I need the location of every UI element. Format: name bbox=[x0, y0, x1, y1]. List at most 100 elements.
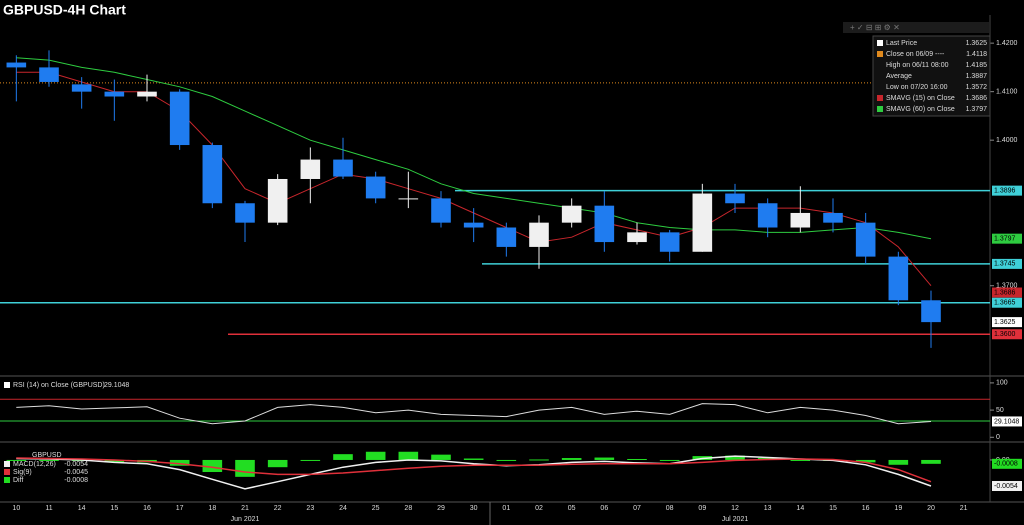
y-tick-label: 100 bbox=[996, 380, 1008, 387]
x-tick-label: 15 bbox=[829, 505, 837, 512]
diff-bar bbox=[790, 459, 811, 461]
month-label: Jul 2021 bbox=[722, 516, 749, 523]
x-tick-label: 19 bbox=[894, 505, 902, 512]
value-tag-label: 1.3600 bbox=[994, 331, 1016, 338]
candle-body bbox=[496, 227, 517, 247]
macd-line bbox=[16, 457, 932, 483]
candle-body bbox=[561, 205, 582, 223]
diff-bar bbox=[496, 459, 517, 461]
candle-body bbox=[300, 159, 321, 179]
legend-value: 1.3572 bbox=[966, 84, 988, 91]
x-tick-label: 17 bbox=[176, 505, 184, 512]
candle-body bbox=[529, 222, 549, 247]
value-tag bbox=[992, 317, 1022, 328]
candle-body bbox=[333, 159, 353, 177]
value-tag bbox=[992, 287, 1022, 298]
value-tag bbox=[992, 329, 1022, 340]
value-tag-label: 1.3686 bbox=[994, 289, 1016, 296]
x-tick-label: 20 bbox=[927, 505, 935, 512]
legend-label: MACD(12,26) bbox=[13, 461, 56, 468]
legend-value: 1.3686 bbox=[966, 95, 988, 102]
diff-bar bbox=[855, 459, 876, 463]
candle-body bbox=[921, 300, 941, 323]
x-tick-label: 13 bbox=[764, 505, 772, 512]
candle-body bbox=[790, 212, 811, 228]
value-tag-label: 29.1048 bbox=[994, 418, 1019, 425]
x-tick-label: 02 bbox=[535, 505, 543, 512]
value-tag bbox=[992, 258, 1022, 269]
x-tick-label: 08 bbox=[666, 505, 674, 512]
legend-label: Sig(9) bbox=[13, 469, 32, 476]
legend-label: Average bbox=[886, 73, 912, 80]
candle-body bbox=[757, 203, 778, 228]
toolbar: + ✓ ⊟ ⊞ ⚙ ✕ bbox=[843, 22, 989, 33]
chart-title: GBPUSD-4H Chart bbox=[3, 2, 126, 18]
legend-swatch bbox=[4, 477, 10, 483]
candle-body bbox=[398, 198, 419, 200]
legend-value: -0.0054 bbox=[64, 461, 88, 468]
candle-body bbox=[594, 205, 615, 243]
y-tick-label: 1.4200 bbox=[996, 40, 1018, 47]
legend-label: Last Price bbox=[886, 40, 917, 47]
rsi-line bbox=[16, 403, 932, 425]
value-tag bbox=[992, 416, 1022, 427]
candle-body bbox=[71, 84, 92, 92]
y-tick-label: 0 bbox=[996, 434, 1000, 441]
x-tick-label: 29 bbox=[437, 505, 445, 512]
x-tick-label: 12 bbox=[731, 505, 739, 512]
y-tick-label: 50 bbox=[996, 407, 1004, 414]
candle-body bbox=[627, 232, 647, 243]
legend-swatch bbox=[877, 95, 883, 101]
x-tick-label: 14 bbox=[796, 505, 804, 512]
x-tick-label: 16 bbox=[862, 505, 870, 512]
diff-bar bbox=[169, 459, 190, 466]
x-tick-label: 14 bbox=[78, 505, 86, 512]
x-tick-label: 21 bbox=[960, 505, 968, 512]
x-tick-label: 22 bbox=[274, 505, 282, 512]
candle-body bbox=[267, 178, 288, 223]
legend-value: 1.3625 bbox=[966, 40, 988, 47]
candle-body bbox=[725, 193, 745, 204]
x-tick-label: 23 bbox=[306, 505, 314, 512]
diff-bar bbox=[6, 459, 27, 461]
value-tag-label: 1.3896 bbox=[994, 187, 1016, 194]
month-label: Jun 2021 bbox=[231, 516, 260, 523]
legend-value: 1.4118 bbox=[966, 51, 987, 58]
candle-body bbox=[104, 91, 125, 97]
value-tag-label: 1.3625 bbox=[994, 319, 1016, 326]
legend-box bbox=[872, 35, 991, 117]
candle-body bbox=[431, 198, 451, 223]
rsi-value: 29.1048 bbox=[104, 382, 129, 389]
rsi-label: RSI (14) on Close (GBPUSD) bbox=[13, 382, 105, 389]
value-tag bbox=[992, 481, 1022, 492]
legend-value: 1.4185 bbox=[966, 62, 988, 69]
diff-bar bbox=[431, 454, 451, 460]
candle-body bbox=[855, 222, 876, 257]
legend-swatch bbox=[877, 51, 883, 57]
y-tick-label: 1.4100 bbox=[996, 89, 1018, 96]
diff-bar bbox=[300, 459, 321, 461]
x-tick-label: 01 bbox=[502, 505, 510, 512]
candle-body bbox=[659, 232, 680, 252]
x-tick-label: 05 bbox=[568, 505, 576, 512]
diff-bar bbox=[561, 458, 582, 460]
x-tick-label: 09 bbox=[698, 505, 706, 512]
rsi-swatch bbox=[4, 382, 10, 388]
diff-bar bbox=[235, 459, 255, 477]
legend: Last Price 1.3625 Close on 06/09 ---- 1.411… bbox=[872, 35, 991, 117]
diff-bar bbox=[333, 454, 353, 460]
x-tick-label: 21 bbox=[241, 505, 249, 512]
legend-label: SMAVG (15) on Close bbox=[886, 95, 955, 102]
diff-bar bbox=[365, 451, 386, 460]
x-tick-label: 30 bbox=[470, 505, 478, 512]
diff-bar bbox=[921, 459, 941, 464]
x-tick-label: 11 bbox=[45, 505, 52, 512]
candle-body bbox=[692, 193, 713, 252]
x-tick-label: 28 bbox=[404, 505, 412, 512]
diff-bar bbox=[659, 459, 680, 461]
x-tick-label: 18 bbox=[208, 505, 216, 512]
diff-bar bbox=[627, 458, 647, 460]
svg-text:+ ✓ ⊟ ⊞ ⚙ ✕: + ✓ ⊟ ⊞ ⚙ ✕ bbox=[850, 23, 900, 32]
